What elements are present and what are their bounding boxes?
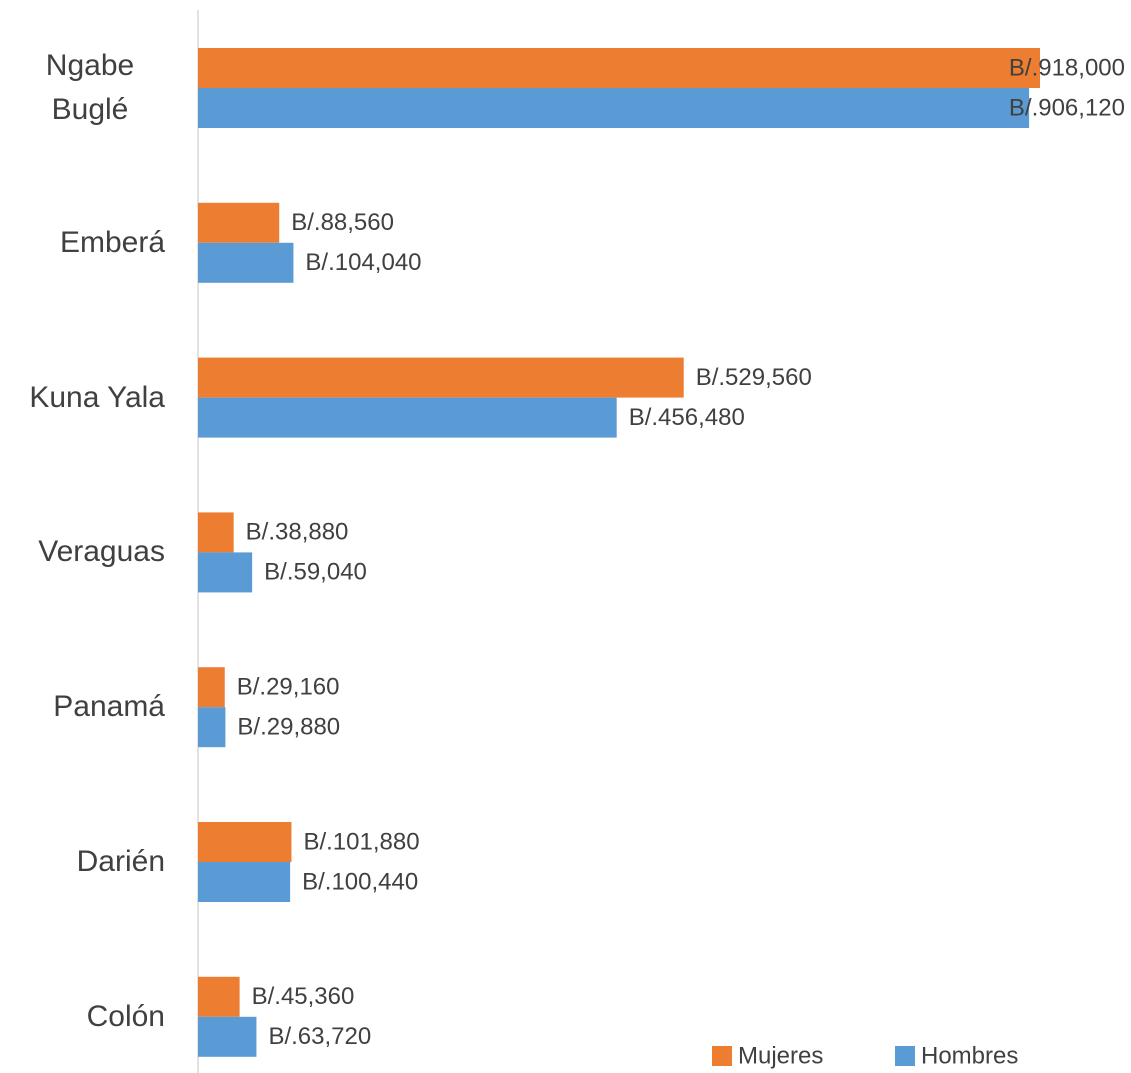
data-label: B/.29,160 [237,674,340,701]
data-label: B/.29,880 [237,714,340,741]
bar [198,822,292,862]
bar [198,242,294,283]
bar [198,862,291,902]
data-label: B/.100,440 [302,868,418,895]
legend-label: Hombres [921,1042,1018,1069]
data-label: B/.104,040 [305,249,421,276]
data-label: B/.45,360 [252,983,355,1010]
y-tick-label: Emberá [59,225,165,259]
data-label: B/.529,560 [696,364,812,391]
bar [198,48,1040,88]
bar [198,1016,257,1057]
bar [198,88,1030,128]
data-label: B/.906,120 [1009,94,1125,121]
bar [198,707,226,748]
data-label: B/.101,880 [303,828,419,855]
data-label: B/.88,560 [291,209,394,236]
data-label: B/.59,040 [264,559,367,586]
y-tick-label: Panamá [53,690,165,724]
legend-swatch [895,1046,915,1066]
y-tick-label: Kuna Yala [29,380,165,414]
data-label: B/.456,480 [629,404,745,431]
legend-label: Mujeres [738,1042,823,1069]
y-tick-label: Ngabe Buglé [45,49,135,126]
legend-swatch [712,1046,732,1066]
data-label: B/.918,000 [1009,54,1125,81]
bar [198,512,234,553]
data-label: B/.63,720 [268,1023,371,1050]
bar [198,357,684,398]
bar [198,202,280,243]
data-label: B/.38,880 [246,519,349,546]
y-tick-label: Veraguas [38,535,165,569]
y-tick-label: Darién [76,845,165,878]
y-tick-label: Colón [86,999,165,1033]
bar [198,552,253,593]
bar [198,397,617,438]
bar [198,667,225,708]
bar [198,976,240,1017]
